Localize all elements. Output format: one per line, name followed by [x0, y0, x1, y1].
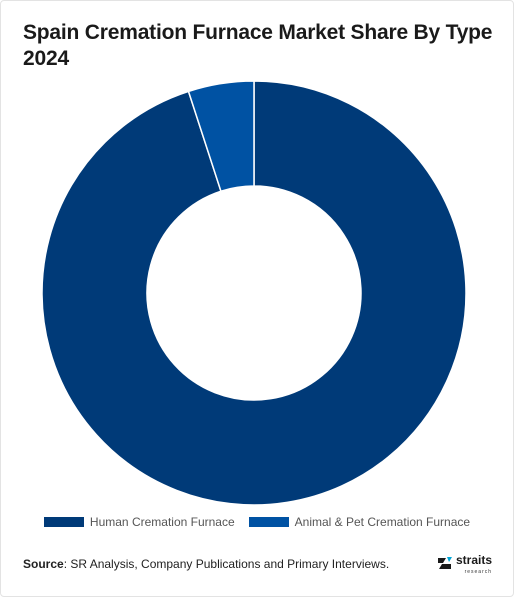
- source-note: Source: SR Analysis, Company Publication…: [23, 557, 389, 571]
- legend-swatch-human: [43, 517, 84, 527]
- legend-label-animal-pet: Animal & Pet Cremation Furnace: [294, 515, 471, 529]
- donut-slice-human-cremation-furnace[interactable]: [41, 80, 467, 506]
- legend-item-human[interactable]: Human Cremation Furnace: [43, 515, 235, 529]
- donut-slice-animal-pet-cremation-furnace[interactable]: [187, 80, 255, 193]
- legend-label-human: Human Cremation Furnace: [89, 515, 235, 529]
- chart-title: Spain Cremation Furnace Market Share By …: [23, 21, 493, 70]
- chart-legend: Human Cremation Furnace Animal & Pet Cre…: [0, 515, 514, 529]
- legend-swatch-animal-pet: [248, 517, 289, 527]
- straits-logo-icon: [438, 557, 452, 569]
- logo-name: straits: [456, 553, 493, 567]
- source-label: Source: [23, 557, 64, 571]
- logo-tagline: research: [464, 569, 493, 575]
- donut-chart: [41, 80, 467, 506]
- legend-item-animal-pet[interactable]: Animal & Pet Cremation Furnace: [248, 515, 471, 529]
- straits-logo: straits research: [437, 551, 492, 575]
- source-text: : SR Analysis, Company Publications and …: [63, 557, 390, 571]
